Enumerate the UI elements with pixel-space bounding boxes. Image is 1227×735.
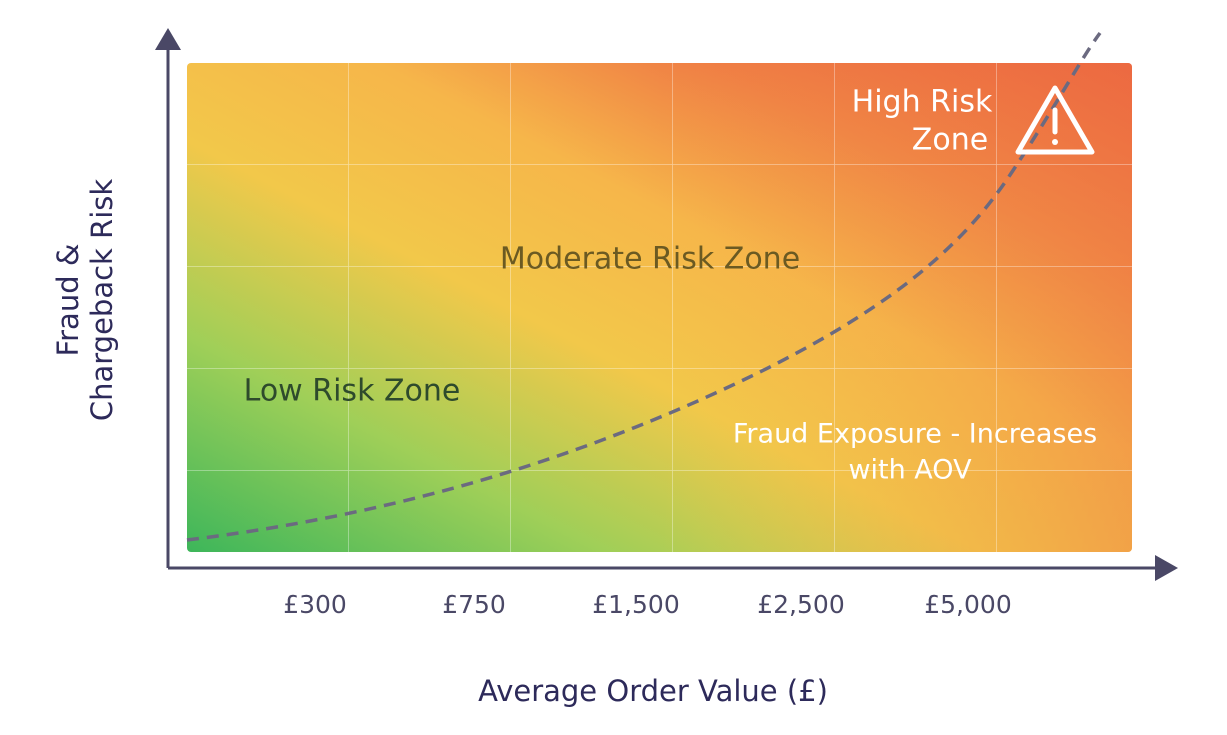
high-zone-label: Zone	[912, 123, 988, 158]
x-tick-label: £1,500	[592, 590, 679, 619]
y-axis-title: Fraud & Chargeback Risk	[51, 179, 119, 422]
plot-area	[187, 63, 1132, 552]
x-tick-label: £5,000	[924, 590, 1011, 619]
risk-curve	[186, 31, 1102, 542]
x-tick-label: £300	[283, 590, 347, 619]
low-zone-label: Low Risk Zone	[244, 374, 461, 409]
annotation: Fraud Exposure - Increases	[733, 419, 1097, 450]
moderate-zone-label: Moderate Risk Zone	[500, 242, 800, 277]
x-axis-title: Average Order Value (£)	[478, 674, 828, 708]
x-tick-label: £2,500	[757, 590, 844, 619]
warning-icon	[1015, 85, 1095, 155]
axes	[155, 28, 1178, 581]
annotation: with AOV	[848, 455, 972, 486]
x-tick-label: £750	[442, 590, 506, 619]
y-axis-title-line: Chargeback Risk	[85, 179, 119, 422]
y-axis-title-line: Fraud &	[51, 244, 85, 357]
high-zone-label: High Risk	[852, 85, 993, 120]
x-arrow	[1155, 555, 1178, 581]
grid	[187, 63, 1132, 552]
y-arrow	[155, 28, 181, 50]
